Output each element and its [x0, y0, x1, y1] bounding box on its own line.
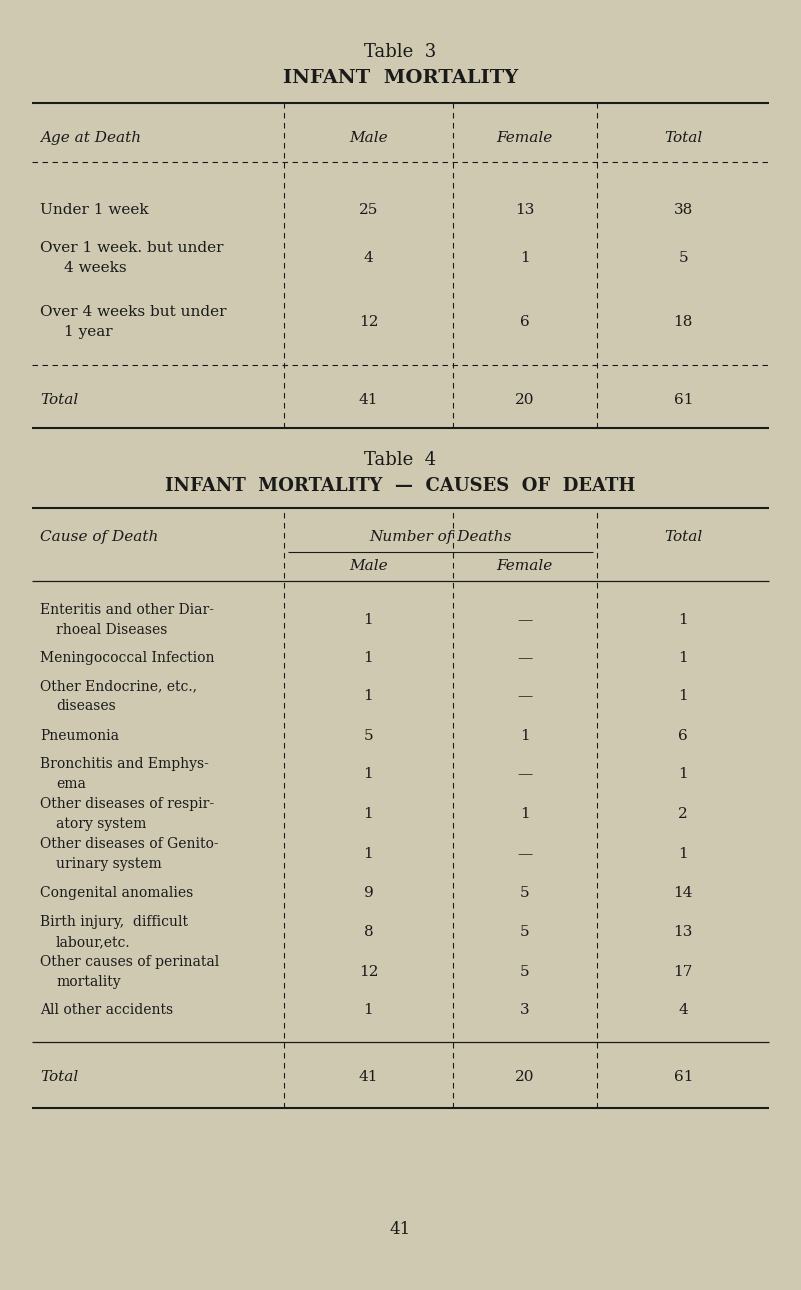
- Text: Other causes of perinatal: Other causes of perinatal: [40, 955, 219, 969]
- Text: diseases: diseases: [56, 699, 116, 713]
- Text: 1: 1: [678, 848, 688, 860]
- Text: 5: 5: [678, 252, 688, 264]
- Text: 1: 1: [364, 689, 373, 703]
- Text: 3: 3: [520, 1004, 529, 1017]
- Text: 1: 1: [520, 252, 529, 264]
- Text: Table  4: Table 4: [364, 451, 437, 470]
- Text: Age at Death: Age at Death: [40, 132, 141, 144]
- Text: 6: 6: [678, 729, 688, 743]
- Text: 5: 5: [520, 925, 529, 939]
- Text: 1 year: 1 year: [64, 325, 113, 339]
- Text: Other diseases of respir-: Other diseases of respir-: [40, 797, 214, 811]
- Text: ema: ema: [56, 777, 86, 791]
- Text: 1: 1: [678, 689, 688, 703]
- Text: INFANT  MORTALITY  —  CAUSES  OF  DEATH: INFANT MORTALITY — CAUSES OF DEATH: [165, 477, 636, 495]
- Text: Birth injury,  difficult: Birth injury, difficult: [40, 915, 188, 929]
- Text: 8: 8: [364, 925, 373, 939]
- Text: Congenital anomalies: Congenital anomalies: [40, 886, 193, 900]
- Text: Over 4 weeks but under: Over 4 weeks but under: [40, 304, 227, 319]
- Text: 1: 1: [678, 768, 688, 780]
- Text: 1: 1: [364, 848, 373, 860]
- Text: 20: 20: [515, 1069, 534, 1084]
- Text: 1: 1: [364, 768, 373, 780]
- Text: 1: 1: [364, 651, 373, 666]
- Text: —: —: [517, 848, 533, 860]
- Text: 41: 41: [390, 1222, 411, 1238]
- Text: INFANT  MORTALITY: INFANT MORTALITY: [283, 68, 518, 86]
- Text: Male: Male: [349, 559, 388, 573]
- Text: Male: Male: [349, 132, 388, 144]
- Text: 14: 14: [674, 886, 693, 900]
- Text: Number of Deaths: Number of Deaths: [369, 530, 512, 544]
- Text: 41: 41: [359, 1069, 378, 1084]
- Text: 61: 61: [674, 1069, 693, 1084]
- Text: 17: 17: [674, 965, 693, 979]
- Text: 12: 12: [359, 965, 378, 979]
- Text: 25: 25: [359, 203, 378, 217]
- Text: 1: 1: [520, 808, 529, 820]
- Text: —: —: [517, 651, 533, 666]
- Text: rhoeal Diseases: rhoeal Diseases: [56, 623, 167, 637]
- Text: 9: 9: [364, 886, 373, 900]
- Text: Bronchitis and Emphys-: Bronchitis and Emphys-: [40, 757, 209, 771]
- Text: 6: 6: [520, 315, 529, 329]
- Text: 5: 5: [364, 729, 373, 743]
- Text: Total: Total: [40, 393, 78, 408]
- Text: All other accidents: All other accidents: [40, 1004, 173, 1017]
- Text: Table  3: Table 3: [364, 43, 437, 61]
- Text: mortality: mortality: [56, 975, 121, 989]
- Text: —: —: [517, 689, 533, 703]
- Text: Total: Total: [664, 132, 702, 144]
- Text: Pneumonia: Pneumonia: [40, 729, 119, 743]
- Text: Other diseases of Genito-: Other diseases of Genito-: [40, 837, 219, 851]
- Text: urinary system: urinary system: [56, 857, 162, 871]
- Text: 12: 12: [359, 315, 378, 329]
- Text: 13: 13: [515, 203, 534, 217]
- Text: 4 weeks: 4 weeks: [64, 261, 127, 275]
- Text: 1: 1: [364, 1004, 373, 1017]
- Text: —: —: [517, 613, 533, 627]
- Text: Other Endocrine, etc.,: Other Endocrine, etc.,: [40, 679, 197, 693]
- Text: 1: 1: [678, 651, 688, 666]
- Text: Enteritis and other Diar-: Enteritis and other Diar-: [40, 602, 214, 617]
- Text: —: —: [517, 768, 533, 780]
- Text: 38: 38: [674, 203, 693, 217]
- Text: Over 1 week. but under: Over 1 week. but under: [40, 241, 223, 255]
- Text: 4: 4: [678, 1004, 688, 1017]
- Text: 1: 1: [364, 808, 373, 820]
- Text: 2: 2: [678, 808, 688, 820]
- Text: Cause of Death: Cause of Death: [40, 530, 159, 544]
- Text: labour,etc.: labour,etc.: [56, 935, 131, 949]
- Text: 18: 18: [674, 315, 693, 329]
- Text: atory system: atory system: [56, 817, 147, 831]
- Text: 1: 1: [520, 729, 529, 743]
- Text: 20: 20: [515, 393, 534, 408]
- Text: Total: Total: [664, 530, 702, 544]
- Text: Female: Female: [497, 559, 553, 573]
- Text: 1: 1: [364, 613, 373, 627]
- Text: 5: 5: [520, 886, 529, 900]
- Text: 41: 41: [359, 393, 378, 408]
- Text: Meningococcal Infection: Meningococcal Infection: [40, 651, 215, 666]
- Text: Female: Female: [497, 132, 553, 144]
- Text: 5: 5: [520, 965, 529, 979]
- Text: Total: Total: [40, 1069, 78, 1084]
- Text: 13: 13: [674, 925, 693, 939]
- Text: Under 1 week: Under 1 week: [40, 203, 149, 217]
- Text: 1: 1: [678, 613, 688, 627]
- Text: 4: 4: [364, 252, 373, 264]
- Text: 61: 61: [674, 393, 693, 408]
